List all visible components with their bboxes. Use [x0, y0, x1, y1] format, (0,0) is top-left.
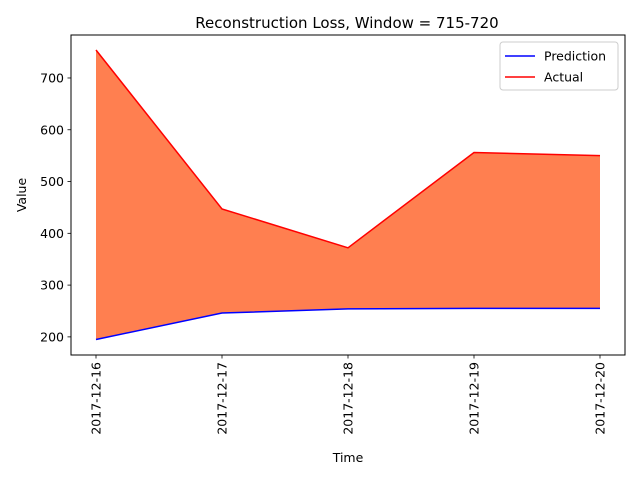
legend-label-prediction: Prediction — [544, 49, 606, 64]
x-tick-label: 2017-12-16 — [89, 362, 104, 435]
y-tick-label: 400 — [40, 226, 64, 241]
legend-label-actual: Actual — [544, 70, 583, 85]
y-tick-label: 500 — [40, 174, 64, 189]
legend-box — [499, 41, 619, 91]
y-axis: 200 300 400 500 600 700 — [40, 70, 71, 344]
y-axis-label: Value — [14, 178, 29, 213]
plot-area — [95, 49, 601, 341]
series-line-prediction — [95, 307, 600, 341]
x-axis-label: Time — [332, 450, 364, 465]
x-tick-label: 2017-12-19 — [467, 362, 482, 435]
y-tick-label: 200 — [40, 329, 64, 344]
fill-between-area — [96, 50, 600, 340]
x-axis: 2017-12-16 2017-12-17 2017-12-18 2017-12-19… — [89, 355, 608, 435]
y-tick-label: 600 — [40, 122, 64, 137]
y-tick-label: 700 — [40, 70, 64, 85]
x-tick-label: 2017-12-18 — [341, 362, 356, 435]
y-tick-label: 300 — [40, 278, 64, 293]
series-line-actual — [95, 49, 601, 249]
x-tick-label: 2017-12-17 — [215, 362, 230, 435]
legend: Prediction Actual — [499, 41, 619, 91]
x-tick-label: 2017-12-20 — [593, 362, 608, 435]
chart-title: Reconstruction Loss, Window = 715-720 — [195, 14, 498, 32]
